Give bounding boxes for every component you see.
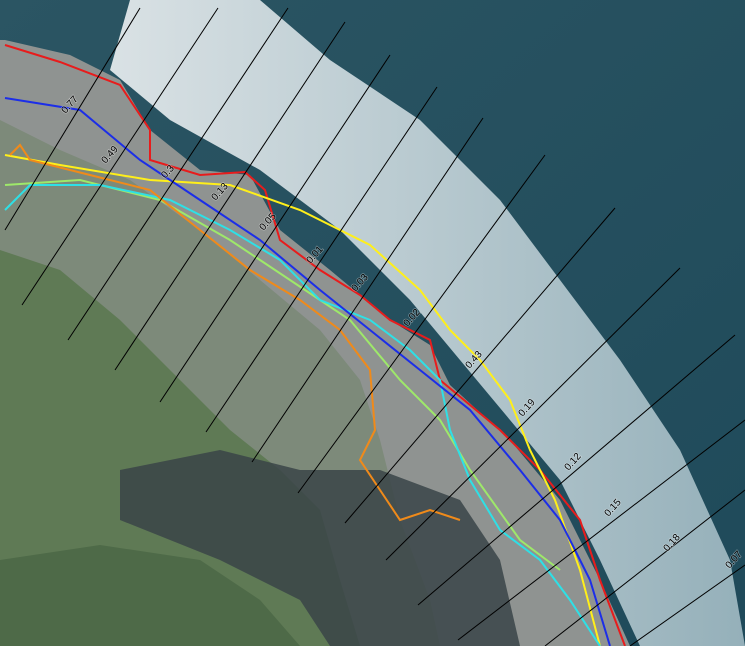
shorelines <box>4 44 626 646</box>
transect-line <box>544 489 745 646</box>
transect-line <box>4 7 141 231</box>
transect-line <box>205 86 438 433</box>
transect-line <box>251 117 484 463</box>
river-delta <box>120 450 520 646</box>
shoreline-blue <box>4 97 611 646</box>
transect-line <box>629 564 745 646</box>
vegetation-south <box>0 545 300 646</box>
surf-zone <box>110 0 745 646</box>
transect-line <box>114 21 346 371</box>
transect-line <box>159 54 391 403</box>
shoreline-green <box>4 178 561 571</box>
transect-line <box>344 207 616 524</box>
transect-line <box>21 7 219 306</box>
transect-line <box>457 419 745 641</box>
shoreline-orange <box>9 143 461 522</box>
transect-line <box>67 7 289 341</box>
transect-line <box>417 334 736 606</box>
shoreline-cyan <box>4 184 601 646</box>
transect-line <box>297 154 546 494</box>
transect-line <box>385 267 681 561</box>
